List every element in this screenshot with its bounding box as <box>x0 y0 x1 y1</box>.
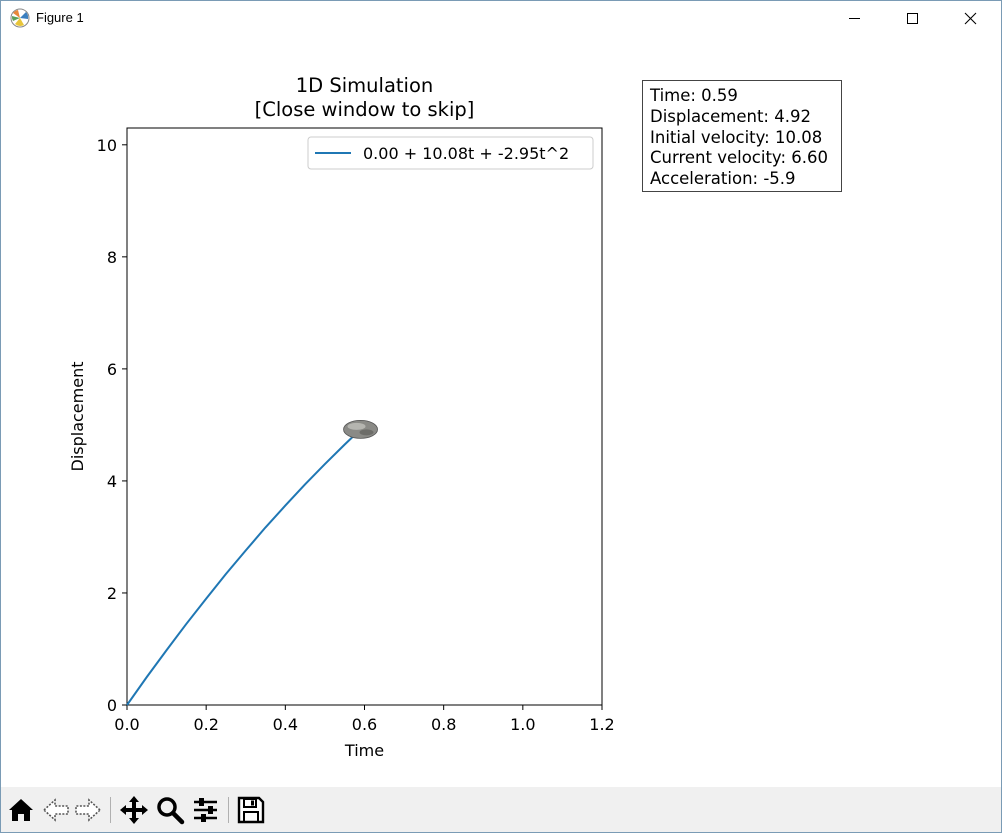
info-current-velocity: Current velocity: 6.60 <box>650 148 841 169</box>
navigation-toolbar <box>1 787 1001 832</box>
close-icon <box>964 12 978 26</box>
title-bar[interactable]: Figure 1 <box>1 1 1001 35</box>
chart-subtitle: [Close window to skip] <box>255 98 475 121</box>
legend-label: 0.00 + 10.08t + -2.95t^2 <box>363 144 569 163</box>
x-tick-label: 0.2 <box>193 715 218 734</box>
home-icon <box>6 795 36 825</box>
pan-icon <box>119 795 149 825</box>
forward-icon <box>73 795 103 825</box>
x-tick-label: 0.6 <box>352 715 377 734</box>
x-tick-label: 0.4 <box>273 715 298 734</box>
info-displacement: Displacement: 4.92 <box>650 107 841 128</box>
home-button[interactable] <box>6 795 36 825</box>
y-tick-label: 0 <box>107 696 117 715</box>
x-axis-label: Time <box>344 741 384 760</box>
configure-icon <box>191 795 221 825</box>
toolbar-separator <box>110 797 111 823</box>
matplotlib-logo-icon <box>10 8 30 28</box>
minimize-icon <box>848 12 862 26</box>
axes-frame <box>127 128 602 705</box>
zoom-icon <box>155 795 185 825</box>
x-tick-label: 1.0 <box>510 715 535 734</box>
info-initial-velocity: Initial velocity: 10.08 <box>650 128 841 149</box>
close-button[interactable] <box>942 1 1000 35</box>
figure-canvas[interactable]: 1D Simulation [Close window to skip] 0.0 0.… <box>1 35 1001 787</box>
y-tick-label: 2 <box>107 584 117 603</box>
y-tick-label: 6 <box>107 360 117 379</box>
y-axis-label: Displacement <box>68 362 87 472</box>
info-box: Time: 0.59 Displacement: 4.92 Initial ve… <box>642 80 842 192</box>
minimize-button[interactable] <box>826 1 884 35</box>
back-button[interactable] <box>41 795 71 825</box>
rock-highlight <box>348 423 366 430</box>
x-tick-label: 0.8 <box>431 715 456 734</box>
maximize-icon <box>906 12 920 26</box>
forward-button[interactable] <box>73 795 103 825</box>
save-icon <box>236 795 266 825</box>
plot-svg: 1D Simulation[Close window to skip] 0.0 0.… <box>1 35 1001 787</box>
configure-button[interactable] <box>191 795 221 825</box>
rock-shadow <box>360 429 374 435</box>
y-tick-label: 10 <box>97 136 117 155</box>
y-tick-label: 4 <box>107 472 117 491</box>
chart-title: 1D Simulation <box>296 74 434 97</box>
zoom-button[interactable] <box>155 795 185 825</box>
rock-icon <box>344 420 378 438</box>
info-acceleration: Acceleration: -5.9 <box>650 169 841 190</box>
save-button[interactable] <box>236 795 266 825</box>
x-tick-label: 0.0 <box>114 715 139 734</box>
pan-button[interactable] <box>119 795 149 825</box>
x-tick-label: 1.2 <box>589 715 614 734</box>
window-title: Figure 1 <box>36 10 84 25</box>
toolbar-separator <box>228 797 229 823</box>
back-icon <box>41 795 71 825</box>
maximize-button[interactable] <box>884 1 942 35</box>
info-time: Time: 0.59 <box>650 86 841 107</box>
y-tick-label: 8 <box>107 248 117 267</box>
